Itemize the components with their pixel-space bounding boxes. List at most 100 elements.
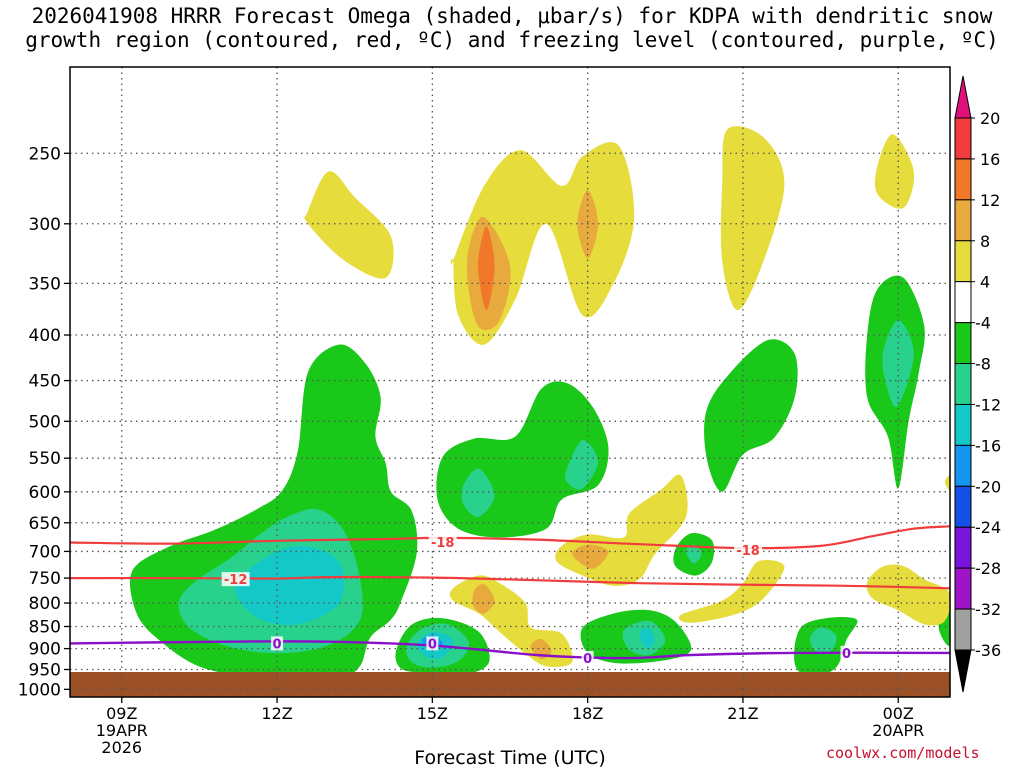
y-tick-label-500: 500 (29, 412, 61, 432)
x-tick-label-h21-0: 21Z (727, 704, 758, 723)
colorbar: 20 16 12 8 4 -4 -8 -12 -16 -20 -24 -28 -32 -36 (954, 75, 1001, 693)
colorbar-label-8: -16 (975, 436, 1001, 455)
colorbar-box-11 (954, 567, 972, 610)
contour-label-4: 0 (428, 637, 437, 652)
contour-label-5: 0 (583, 652, 592, 667)
colorbar-label-5: -4 (975, 314, 991, 333)
omega-region-19 (639, 627, 655, 649)
colorbar-label-7: -12 (975, 395, 1001, 414)
colorbar-box-5 (954, 322, 972, 365)
omega-region-12 (565, 440, 598, 490)
omega-shading (129, 126, 950, 680)
contour-label-3: 0 (273, 637, 282, 652)
colorbar-min-arrow (954, 649, 972, 693)
colorbar-box-12 (954, 608, 972, 651)
y-tick-label-350: 350 (29, 274, 61, 294)
contour-label-2: -12 (224, 573, 248, 588)
y-tick-label-650: 650 (29, 514, 61, 534)
y-tick-label-950: 950 (29, 661, 61, 681)
title-line-1: 2026041908 HRRR Forecast Omega (shaded, … (31, 4, 993, 28)
omega-region-22 (704, 339, 798, 492)
y-tick-label-800: 800 (29, 594, 61, 614)
colorbar-box-0 (954, 117, 972, 160)
colorbar-label-6: -8 (975, 355, 991, 374)
omega-region-24 (810, 627, 837, 653)
title-line-2: growth region (contoured, red, ºC) and f… (25, 28, 999, 52)
colorbar-label-0: 20 (980, 109, 1000, 128)
omega-region-33 (678, 560, 785, 623)
colorbar-label-10: -24 (975, 518, 1001, 537)
colorbar-box-9 (954, 485, 972, 528)
x-tick-label-h15-0: 15Z (417, 704, 448, 723)
omega-region-11 (461, 468, 495, 517)
grid-lines (70, 67, 950, 697)
colorbar-label-13: -36 (975, 641, 1001, 660)
colorbar-box-6 (954, 363, 972, 405)
contour-label-bg-6 (840, 645, 853, 660)
colorbar-box-3 (954, 240, 972, 283)
colorbar-label-9: -20 (975, 477, 1001, 496)
omega-region-6 (874, 134, 915, 209)
x-axis-label: Forecast Time (UTC) (414, 747, 605, 768)
credit-link[interactable]: coolwx.com/models (826, 744, 980, 762)
contour-label-bg-3 (271, 636, 284, 651)
colorbar-box-10 (954, 526, 972, 569)
colorbar-max-arrow (954, 75, 972, 119)
x-tick-label-h12-0: 12Z (261, 704, 292, 723)
dgz-contour-minus18 (70, 525, 950, 550)
contour-label-0: -18 (431, 536, 455, 551)
contours: -18 -18 -12 0 0 0 0 (70, 525, 950, 667)
contour-label-bg-2 (221, 572, 250, 587)
y-tick-label-450: 450 (29, 372, 61, 392)
omega-region-9 (235, 545, 345, 626)
x-tick-label-h9-2: 2026 (101, 738, 142, 757)
omega-region-26 (882, 320, 914, 408)
y-tick-label-850: 850 (29, 617, 61, 637)
y-tick-label-300: 300 (29, 215, 61, 235)
colorbar-label-3: 8 (980, 232, 990, 251)
omega-region-3 (477, 226, 495, 311)
colorbar-label-4: 4 (980, 273, 990, 292)
colorbar-label-12: -32 (975, 600, 1001, 619)
omega-region-21 (686, 544, 702, 564)
y-tick-label-550: 550 (29, 449, 61, 469)
x-tick-label-h9-0: 09Z (106, 704, 137, 723)
contour-label-1: -18 (736, 544, 760, 559)
y-tick-label-600: 600 (29, 483, 61, 503)
y-tick-label-750: 750 (29, 569, 61, 589)
y-tick-label-900: 900 (29, 640, 61, 660)
y-tick-label-1000: 1000 (18, 680, 61, 700)
colorbar-label-2: 12 (980, 191, 1000, 210)
x-tick-label-h24-1: 20APR (872, 721, 924, 740)
contour-label-bg-5 (581, 650, 594, 665)
colorbar-box-1 (954, 158, 972, 201)
contour-label-bg-1 (734, 542, 763, 557)
colorbar-box-8 (954, 444, 972, 487)
freezing-level-contour (70, 640, 950, 660)
omega-region-35 (944, 474, 950, 492)
omega-region-5 (720, 126, 785, 311)
contour-label-bg-4 (426, 636, 439, 651)
ground-below-surface (70, 672, 950, 697)
colorbar-box-7 (954, 403, 972, 446)
colorbar-label-11: -28 (975, 559, 1001, 578)
plot-frame (69, 66, 951, 698)
x-tick-label-h24-0: 00Z (883, 704, 914, 723)
x-tick-label-h18-0: 18Z (572, 704, 603, 723)
contour-label-bg-0 (428, 534, 457, 549)
y-tick-label-250: 250 (29, 144, 61, 164)
y-tick-label-400: 400 (29, 326, 61, 346)
omega-region-34 (866, 564, 950, 626)
omega-region-29 (572, 544, 609, 569)
colorbar-box-4 (954, 281, 972, 324)
colorbar-box-2 (954, 199, 972, 242)
omega-region-31 (472, 583, 495, 614)
y-tick-label-700: 700 (29, 542, 61, 562)
chart-title: 2026041908 HRRR Forecast Omega (shaded, … (0, 4, 1024, 52)
y-axis: 250 300 350 400 450 500 550 600 650 700 750 800 850 9… (18, 144, 70, 700)
omega-region-0 (304, 171, 394, 279)
colorbar-label-1: 16 (980, 150, 1000, 169)
x-tick-label-h9-1: 19APR (96, 721, 148, 740)
